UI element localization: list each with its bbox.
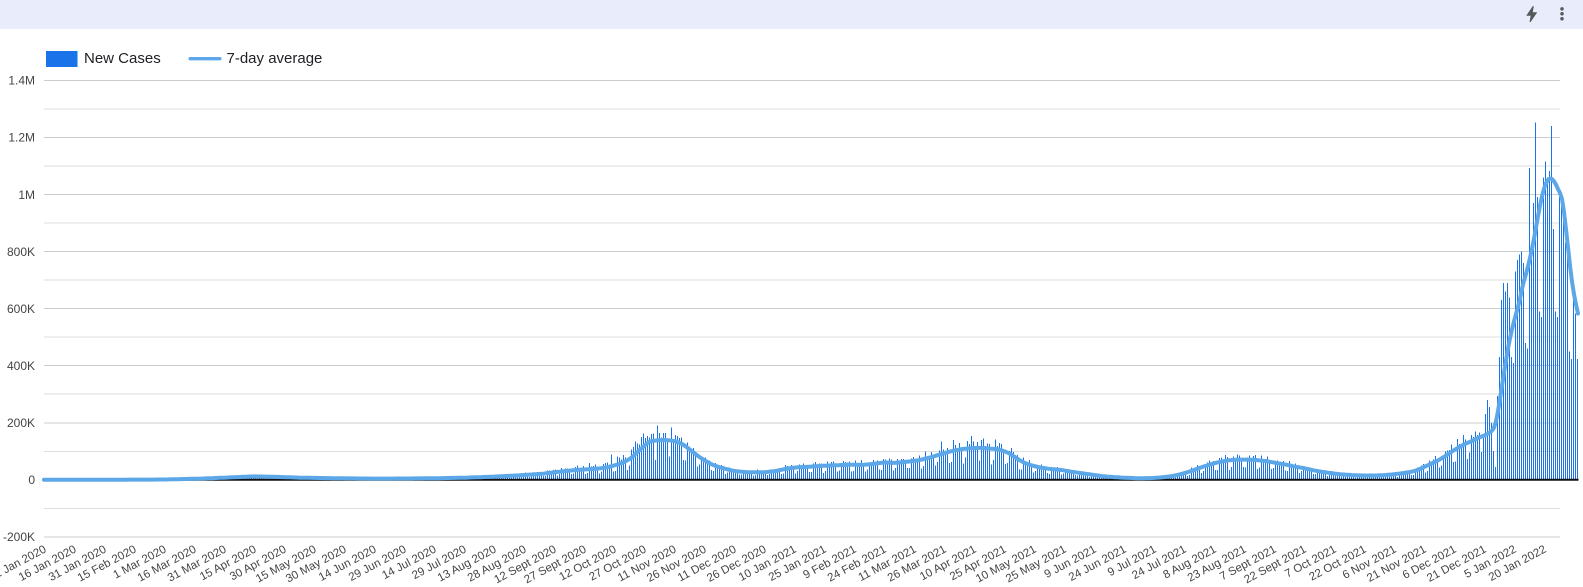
svg-text:New Cases: New Cases: [84, 50, 161, 67]
svg-text:0: 0: [28, 473, 35, 487]
svg-text:1.4M: 1.4M: [8, 74, 35, 88]
svg-text:1M: 1M: [18, 188, 35, 202]
svg-text:600K: 600K: [7, 302, 35, 316]
svg-text:-200K: -200K: [3, 530, 35, 544]
svg-text:200K: 200K: [7, 416, 35, 430]
svg-text:1.2M: 1.2M: [8, 131, 35, 145]
svg-text:800K: 800K: [7, 245, 35, 259]
svg-text:7-day average: 7-day average: [227, 50, 323, 67]
svg-text:400K: 400K: [7, 359, 35, 373]
